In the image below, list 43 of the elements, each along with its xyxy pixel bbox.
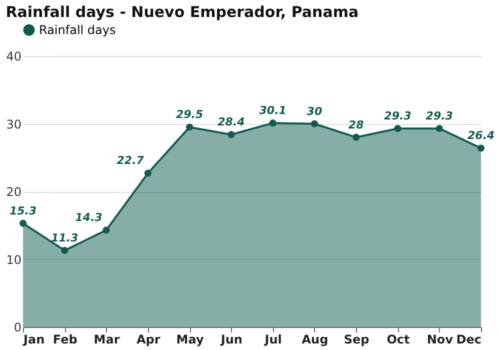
data-label: 22.7 [116,154,144,168]
point [228,131,235,138]
point [477,144,485,152]
x-tick-label: Jan [22,332,45,346]
point [102,226,110,234]
data-label: 29.3 [384,109,412,122]
point [19,220,27,227]
legend-label: Rainfall days [39,23,116,37]
y-tick-label: 40 [6,50,22,64]
x-tick-label: May [176,332,204,346]
point [61,246,68,254]
data-label: 15.3 [9,204,37,218]
x-tick-label: Dec [456,332,482,346]
point [269,120,276,127]
x-tick-label: Apr [136,332,160,346]
point [186,124,194,131]
point [436,124,443,132]
data-label: 28 [348,118,364,132]
chart-title: Rainfall days - Nuevo Emperador, Panama [6,3,359,21]
data-label: 30.1 [259,104,286,118]
x-tick-label: Nov [426,332,454,346]
y-tick-label: 20 [6,185,22,199]
x-tick-label: Feb [52,332,78,346]
point [352,134,360,141]
data-label: 30 [306,104,322,118]
x-tick-label: Jun [220,332,242,346]
x-tick-label: Sep [344,332,370,346]
point [394,124,402,132]
data-label: 28.4 [218,116,245,129]
x-tick-label: Aug [302,332,328,346]
point [144,170,152,177]
x-tick-label: Mar [94,332,120,346]
y-tick-label: 10 [6,252,22,267]
y-tick-label: 30 [6,117,22,132]
data-label: 14.3 [75,211,103,224]
point [310,120,318,128]
data-label: 11.3 [51,231,79,244]
x-tick-label: Oct [386,332,410,346]
x-tick-label: Jul [264,332,282,346]
data-label: 29.3 [426,109,454,122]
data-label: 29.5 [176,108,204,122]
data-label: 26.4 [467,129,495,142]
y-tick-label: 0 [14,320,22,334]
